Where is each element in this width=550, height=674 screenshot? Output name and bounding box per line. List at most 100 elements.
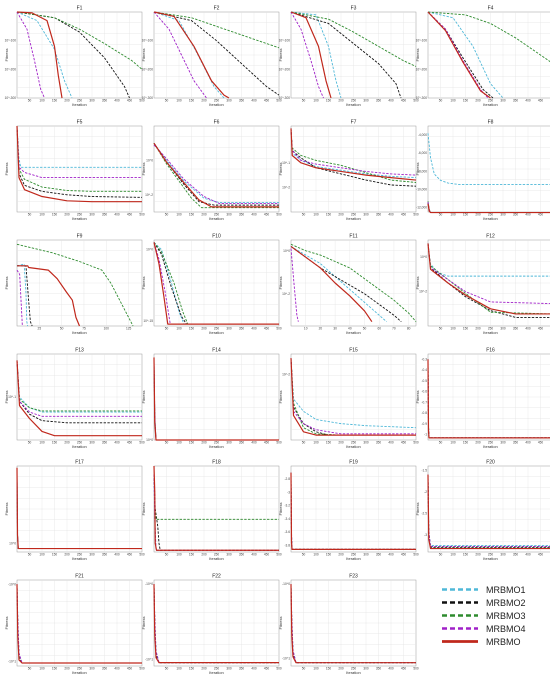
x-tick-label: 300 <box>226 441 232 445</box>
x-tick-label: 350 <box>239 213 245 217</box>
x-tick-label: 150 <box>52 441 58 445</box>
x-tick-label: 300 <box>226 553 232 557</box>
series-mrbmo4-line <box>153 11 207 99</box>
x-tick-label: 400 <box>388 213 394 217</box>
chart-f5: 50 100 150 200 250 300 350 400 450 500 F5 Iteration… <box>4 120 145 222</box>
y-tick-label: -6,000 <box>418 151 427 155</box>
y-axis-label: Fitness <box>278 49 283 62</box>
x-tick-label: 400 <box>251 667 257 671</box>
y-axis-label: Fitness <box>141 163 146 176</box>
series-mrbmo-line <box>427 243 550 315</box>
x-tick-label: 500 <box>139 99 145 103</box>
x-tick-label: 200 <box>64 553 70 557</box>
x-tick-label: 500 <box>413 441 419 445</box>
chart-title: F10 <box>212 234 221 240</box>
y-tick-label: 10^-2 <box>282 292 290 296</box>
x-tick-label: 500 <box>139 667 145 671</box>
y-tick-label: -3.4 <box>285 517 291 521</box>
x-tick-label: 400 <box>525 99 531 103</box>
chart-title: F1 <box>77 6 83 12</box>
x-tick-label: 150 <box>463 213 469 217</box>
x-tick-label: 150 <box>189 441 195 445</box>
x-tick-label: 350 <box>376 213 382 217</box>
x-tick-label: 450 <box>264 553 270 557</box>
legend-label: MRBMO3 <box>486 610 526 621</box>
series-mrbmo-line <box>427 359 550 439</box>
x-tick-label: 400 <box>525 553 531 557</box>
y-tick-label: 10^0 <box>146 248 153 252</box>
x-tick-label: 250 <box>351 213 357 217</box>
x-tick-label: 300 <box>500 441 506 445</box>
x-tick-label: 200 <box>201 441 207 445</box>
y-axis-label: Fitness <box>141 277 146 290</box>
y-tick-label: 10^0 <box>283 249 290 253</box>
x-tick-label: 200 <box>475 553 481 557</box>
x-tick-label: 100 <box>450 327 456 331</box>
y-tick-label: -2.8 <box>285 477 291 481</box>
y-axis-label: Fitness <box>278 391 283 404</box>
chart-f22: 50 100 150 200 250 300 350 400 450 500 -10^0 -10^1 F… <box>141 574 282 674</box>
series-mrbmo1-line <box>16 263 29 327</box>
x-tick-label: 400 <box>388 553 394 557</box>
x-tick-label: 50 <box>28 553 32 557</box>
x-tick-label: 250 <box>77 553 83 557</box>
y-tick-label: -3.8 <box>285 543 291 547</box>
legend-item-mrbmo1: MRBMO1 <box>440 583 544 596</box>
x-tick-label: 250 <box>214 327 220 331</box>
x-tick-label: 150 <box>326 99 332 103</box>
chart-title: F2 <box>214 6 220 12</box>
chart-f12: 5010015020025030035040045050010^010^-2F1… <box>415 234 550 335</box>
x-tick-label: 200 <box>201 553 207 557</box>
x-tick-label: 500 <box>413 213 419 217</box>
y-tick-label: -4,000 <box>418 133 427 137</box>
series-mrbmo3-line <box>16 11 143 70</box>
series-mrbmo-line <box>290 584 416 664</box>
x-tick-label: 450 <box>401 667 407 671</box>
x-tick-label: 50 <box>302 441 306 445</box>
x-tick-label: 200 <box>64 99 70 103</box>
x-tick-label: 400 <box>525 327 531 331</box>
y-tick-label: -10,000 <box>416 187 427 191</box>
x-tick-label: 200 <box>201 327 207 331</box>
x-tick-label: 200 <box>475 213 481 217</box>
y-tick-label: 10^0 <box>146 438 153 442</box>
legend: MRBMO1 MRBMO2 MRBMO3 MRBMO4 MRBMO <box>440 583 544 648</box>
x-tick-label: 300 <box>89 99 95 103</box>
series-mrbmo3-line <box>427 11 550 63</box>
x-tick-label: 450 <box>127 213 133 217</box>
y-axis-label: Fitness <box>4 49 9 62</box>
x-tick-label: 400 <box>114 553 120 557</box>
y-tick-label: 10^-15 <box>143 319 153 323</box>
y-tick-label: 10^-100 <box>5 39 17 43</box>
x-axis-label: Iteration <box>72 102 86 107</box>
y-tick-label: 10^-2 <box>419 290 427 294</box>
x-tick-label: 60 <box>377 327 381 331</box>
x-tick-label: 100 <box>176 667 182 671</box>
y-tick-label: 10^0 <box>146 158 153 162</box>
x-tick-label: 350 <box>513 327 519 331</box>
x-tick-label: 500 <box>276 327 282 331</box>
y-tick-label: -3 <box>424 533 427 537</box>
x-tick-label: 50 <box>302 99 306 103</box>
x-tick-label: 300 <box>500 213 506 217</box>
x-tick-label: 100 <box>104 327 110 331</box>
x-tick-label: 50 <box>439 327 443 331</box>
x-tick-label: 200 <box>338 441 344 445</box>
series-mrbmo3-line <box>290 11 417 67</box>
y-tick-label: 10^-2 <box>145 193 153 197</box>
series-mrbmo3-line <box>153 11 280 49</box>
x-tick-label: 250 <box>77 99 83 103</box>
x-tick-label: 450 <box>264 327 270 331</box>
series-mrbmo-line <box>16 584 142 664</box>
x-tick-label: 450 <box>264 667 270 671</box>
x-tick-label: 200 <box>64 441 70 445</box>
x-tick-label: 50 <box>165 327 169 331</box>
x-tick-label: 50 <box>165 99 169 103</box>
x-tick-label: 200 <box>64 667 70 671</box>
x-tick-label: 400 <box>525 441 531 445</box>
x-tick-label: 250 <box>214 667 220 671</box>
x-tick-label: 150 <box>189 327 195 331</box>
series-mrbmo4-line <box>153 144 279 204</box>
x-axis-label: Iteration <box>483 444 497 449</box>
chart-f10: 50 100 150 200 250 300 350 400 450 500 10^0 10^-15 F… <box>141 234 282 336</box>
